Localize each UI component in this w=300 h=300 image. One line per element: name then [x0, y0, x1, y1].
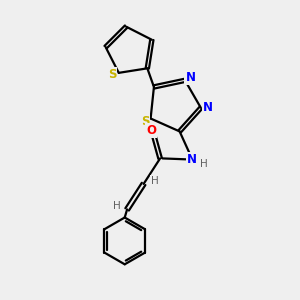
Text: N: N [202, 101, 212, 114]
Text: H: H [151, 176, 159, 186]
Text: N: N [185, 71, 195, 84]
Text: H: H [200, 158, 208, 169]
Text: N: N [187, 153, 196, 167]
Text: S: S [108, 68, 116, 81]
Text: H: H [113, 201, 121, 212]
Text: S: S [141, 115, 149, 128]
Text: O: O [146, 124, 156, 137]
